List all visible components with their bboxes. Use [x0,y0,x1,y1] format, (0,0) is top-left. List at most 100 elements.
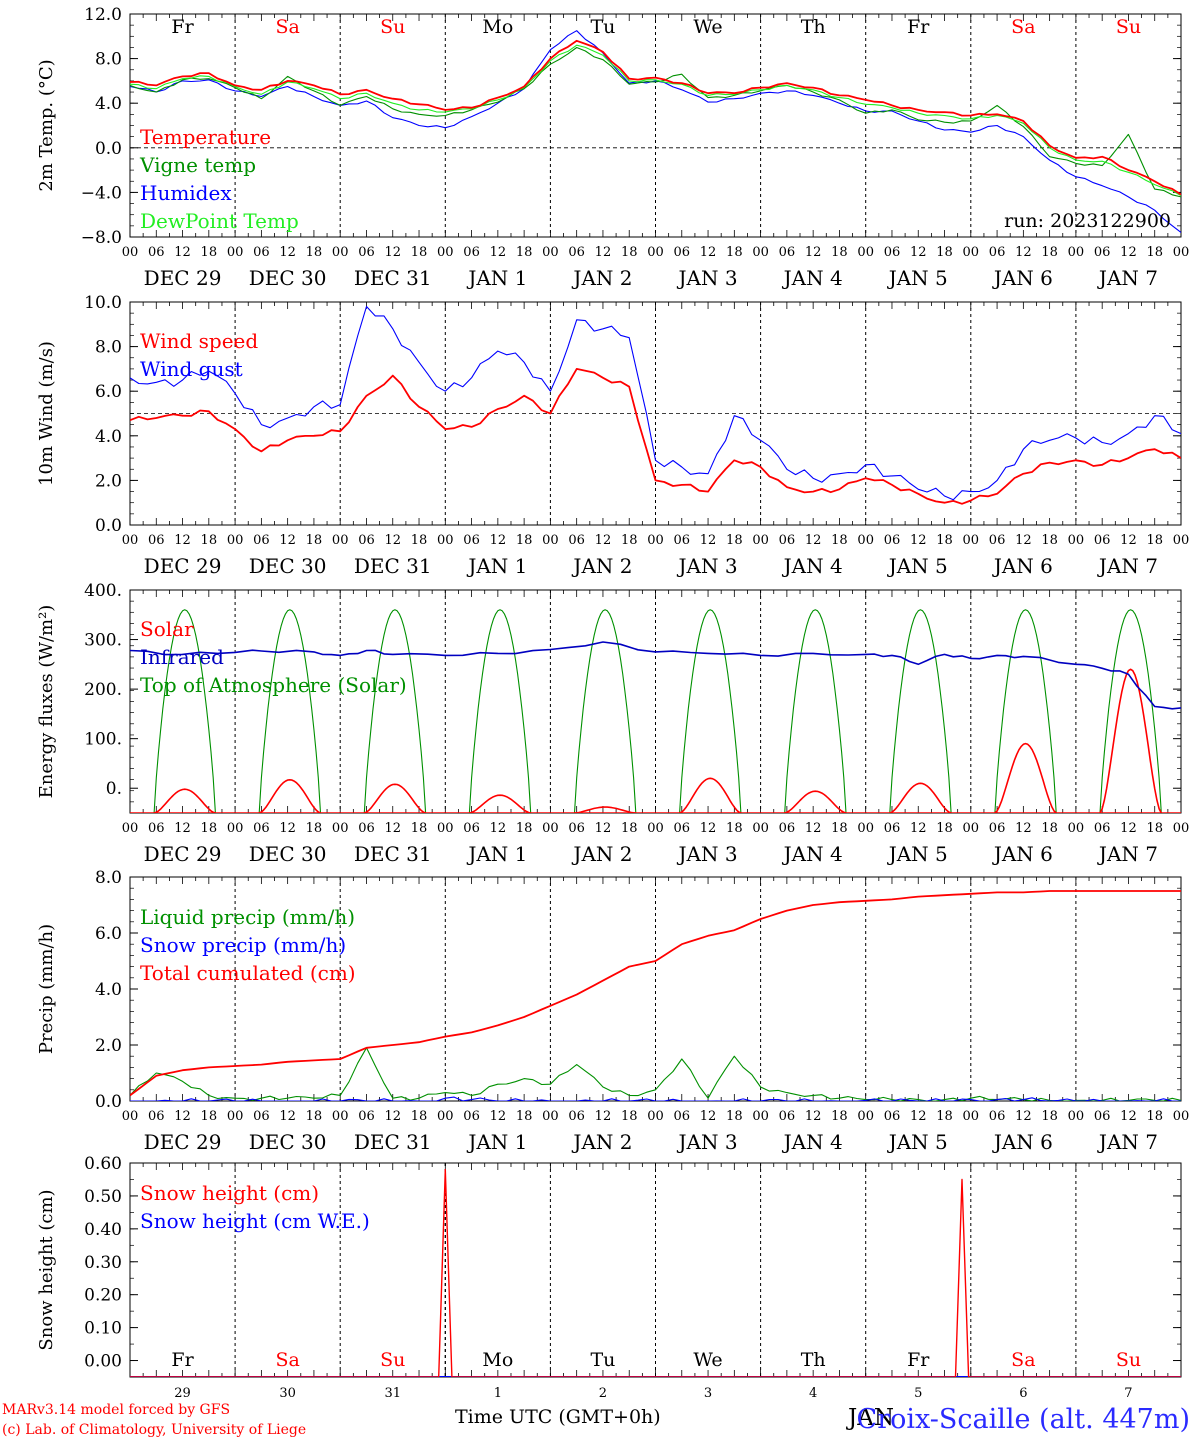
hour-tick-label: 00 [1068,245,1085,260]
weekday-label: Sa [1011,1349,1035,1371]
hour-tick-label: 00 [857,821,874,836]
y-tick-label: 4.0 [95,427,122,447]
hour-tick-label: 12 [700,533,717,548]
hour-tick-label: 06 [463,245,480,260]
y-tick-label: 0.0 [95,139,122,159]
hour-tick-label: 12 [1120,245,1137,260]
hour-tick-label: 00 [963,1109,980,1124]
day-label: JAN 5 [887,842,948,866]
hour-tick-label: 18 [621,533,638,548]
legend-entry: DewPoint Temp [140,209,299,233]
hour-tick-label: 18 [1041,245,1058,260]
legend-entry: Wind speed [140,329,258,353]
day-label: DEC 30 [249,554,327,578]
y-tick-label: 4.0 [95,980,122,1000]
series-group [130,305,1181,505]
day-label: JAN 2 [571,842,632,866]
y-tick-label: 0.10 [84,1319,122,1339]
hour-tick-label: 06 [463,1109,480,1124]
y-tick-label: 100. [84,730,122,750]
y-tick-label: 200. [84,680,122,700]
panel-wind: 10.0 8.0 6.0 4.0 2.0 0.0 10m Wind (m/s) 00 06 12 1… [36,293,1189,578]
plot-frame [129,13,1182,238]
hour-tick-label: 00 [1173,533,1190,548]
hour-tick-label: 00 [1068,1109,1085,1124]
series-infrared [130,641,1181,710]
hour-tick-label: 18 [306,533,323,548]
hour-tick-label: 00 [1068,533,1085,548]
hour-tick-label: 12 [700,1109,717,1124]
hour-tick-label: 12 [279,821,296,836]
hour-tick-label: 00 [752,533,769,548]
hour-tick-label: 00 [647,533,664,548]
hour-tick-label: 12 [490,1109,507,1124]
hour-tick-label: 06 [568,245,585,260]
run-annotation: run: 2023122900 [1004,210,1171,232]
hour-tick-label: 18 [306,821,323,836]
panel-energy: 400. 300. 200. 100. 0. Energy fluxes (W/m²) 00… [36,581,1189,866]
hour-tick-label: 12 [174,1109,191,1124]
day-label: DEC 30 [249,266,327,290]
hour-tick-label: 00 [332,1109,349,1124]
hour-tick-label: 00 [857,1109,874,1124]
day-label: JAN 4 [782,266,843,290]
hour-tick-label: 12 [174,245,191,260]
series-total-cumulated-cm- [130,890,1181,1097]
day-label: DEC 30 [249,1130,327,1154]
hour-tick-label: 00 [1173,821,1190,836]
hour-tick-label: 06 [1094,533,1111,548]
hour-tick-label: 18 [306,245,323,260]
hour-tick-label: 12 [174,821,191,836]
weekday-label: Sa [1011,16,1035,38]
legend-entry: Snow height (cm) [140,1181,319,1205]
series-solar [784,790,847,813]
hour-tick-label: 00 [227,821,244,836]
hour-tick-label: 00 [752,821,769,836]
y-tick-label: 8.0 [95,868,122,888]
day-label: DEC 29 [144,842,222,866]
day-label: JAN 6 [992,842,1053,866]
hour-tick-label: 12 [384,821,401,836]
hour-tick-label: 00 [1173,245,1190,260]
hour-tick-label: 06 [358,821,375,836]
day-label: JAN 2 [571,266,632,290]
panel-snow: 0.60 0.50 0.40 0.30 0.20 0.10 0.00 Snow height … [36,1154,1182,1401]
day-label: DEC 31 [354,554,432,578]
y-tick-label: 0.00 [84,1352,122,1372]
hour-tick-label: 12 [1120,1109,1137,1124]
hour-tick-label: 12 [1120,821,1137,836]
hour-tick-label: 06 [1094,1109,1111,1124]
weekday-label: Fr [171,16,194,38]
weekday-label: Th [801,16,826,38]
hour-tick-label: 06 [674,245,691,260]
hour-tick-label: 12 [910,245,927,260]
hour-tick-label: 00 [963,533,980,548]
hour-tick-label: 18 [831,821,848,836]
hour-tick-label: 00 [647,1109,664,1124]
hour-tick-label: 18 [831,1109,848,1124]
weekday-label: Sa [275,16,299,38]
hour-tick-label: 18 [831,533,848,548]
hour-tick-label: 12 [805,533,822,548]
hour-tick-label: 18 [411,1109,428,1124]
y-tick-label: −4.0 [81,183,122,203]
series-snow-height-cm [130,1168,1181,1377]
weekday-label: Sa [275,1349,299,1371]
weekday-label: Th [801,1349,826,1371]
series-solar [258,778,321,813]
hour-tick-label: 00 [857,245,874,260]
y-tick-label: 0.50 [84,1187,122,1207]
day-label: DEC 29 [144,266,222,290]
weekday-label: Tu [590,1349,615,1371]
day-label: DEC 31 [354,1130,432,1154]
day-label: DEC 29 [144,1130,222,1154]
hour-tick-label: 18 [1041,533,1058,548]
hour-tick-label: 12 [805,1109,822,1124]
hour-tick-label: 06 [358,245,375,260]
hour-tick-label: 18 [1146,1109,1163,1124]
day-label: JAN 1 [466,266,527,290]
hour-tick-label: 18 [621,1109,638,1124]
y-tick-label: 8.0 [95,50,122,70]
day-label: JAN 4 [782,842,843,866]
day-number-label: 5 [914,1386,922,1401]
